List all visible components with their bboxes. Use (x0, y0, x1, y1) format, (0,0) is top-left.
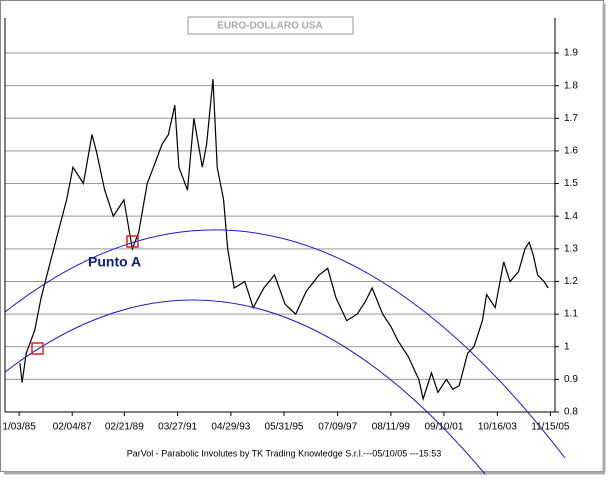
x-tick-label: 11/15/05 (531, 422, 570, 433)
x-tick-label: 1/03/85 (2, 422, 36, 433)
chart-title: EURO-DOLLARO USA (217, 21, 323, 32)
y-tick-label: 1.5 (564, 178, 578, 189)
frame (0, 0, 604, 472)
marker-box (31, 342, 44, 355)
y-tick-label: 1.2 (564, 276, 578, 287)
y-tick-label: 1.8 (564, 80, 578, 91)
x-tick-label: 08/11/99 (372, 422, 411, 433)
y-tick-label: 1.9 (564, 48, 578, 59)
parabola (4, 229, 566, 459)
x-tick-label: 07/09/97 (318, 422, 357, 433)
x-tick-label: 02/21/89 (105, 422, 144, 433)
footer: ParVol - Parabolic Involutes by TK Tradi… (127, 448, 442, 458)
x-tick-label: 04/29/93 (211, 422, 250, 433)
x-tick-label: 10/16/03 (478, 422, 517, 433)
y-tick-label: 1.7 (564, 113, 578, 124)
y-tick-label: 1.3 (564, 243, 578, 254)
y-tick-label: 1.1 (564, 309, 578, 320)
price-line (19, 79, 549, 402)
x-tick-label: 09/10/01 (424, 422, 463, 433)
marker-box (126, 235, 139, 248)
parabola (4, 299, 486, 475)
x-tick-label: 03/27/91 (158, 422, 197, 433)
y-tick-label: 0.9 (564, 374, 578, 385)
title-box (187, 16, 354, 35)
y-tick-label: 1.4 (564, 211, 578, 222)
plot (19, 79, 549, 402)
y-tick-label: 0.8 (564, 407, 578, 418)
x-tick-label: 05/31/95 (265, 422, 304, 433)
annotation: Punto A (88, 254, 141, 270)
y-tick-label: 1 (564, 341, 570, 352)
y-tick-label: 1.6 (564, 146, 578, 157)
x-tick-label: 02/04/87 (53, 422, 92, 433)
